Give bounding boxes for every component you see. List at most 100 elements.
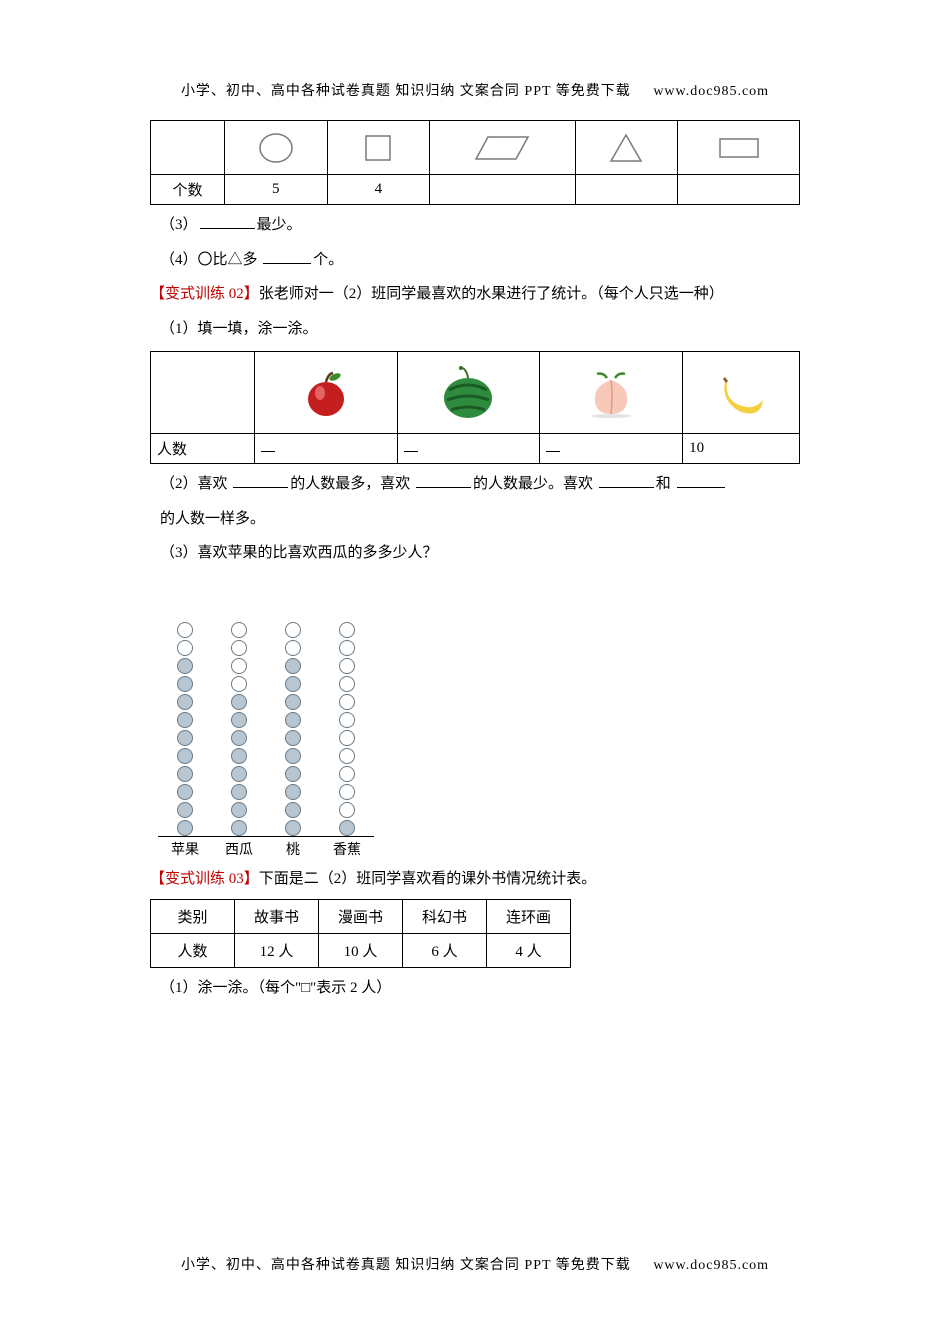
- picto-dot: [285, 730, 301, 746]
- picto-dot: [285, 640, 301, 656]
- shape-count-3: [575, 175, 678, 205]
- footer-text: 小学、初中、高中各种试卷真题 知识归纳 文案合同 PPT 等免费下载: [181, 1258, 631, 1273]
- shape-count-0: 5: [224, 175, 327, 205]
- page-footer: 小学、初中、高中各种试卷真题 知识归纳 文案合同 PPT 等免费下载 www.d…: [0, 1254, 950, 1274]
- picto-dot: [231, 766, 247, 782]
- picto-label-1: 西瓜: [212, 836, 266, 859]
- picto-dot: [231, 748, 247, 764]
- picto-dot: [285, 622, 301, 638]
- picto-dot: [285, 694, 301, 710]
- picto-dot: [177, 658, 193, 674]
- content: 个数 5 4 （3）最少。 （4）〇比△多 个。 【变式训练 02】张老师对一（…: [150, 120, 800, 1003]
- variant03-text: 下面是二（2）班同学喜欢看的课外书情况统计表。: [259, 871, 597, 887]
- q02-2-blank3[interactable]: [599, 472, 654, 489]
- picto-dot: [177, 730, 193, 746]
- picto-dot: [339, 820, 355, 836]
- q3-suffix: 最少。: [257, 217, 302, 233]
- fruit-peach-icon: [540, 352, 683, 434]
- q02-3: （3）喜欢苹果的比喜欢西瓜的多多少人？: [150, 539, 800, 568]
- book-val-3: 4 人: [487, 934, 571, 968]
- picto-dot: [285, 784, 301, 800]
- q3-line: （3） 最少。: [150, 211, 800, 240]
- picto-label-3: 香蕉: [320, 836, 374, 859]
- q02-2b: 的人数一样多。: [150, 505, 800, 534]
- fruit-value-1[interactable]: [397, 434, 540, 464]
- shape-row-label: 个数: [151, 175, 225, 205]
- q4-prefix: （4）〇比△多: [160, 252, 261, 268]
- picto-dot: [177, 622, 193, 638]
- picto-dot: [231, 712, 247, 728]
- picto-dot: [177, 712, 193, 728]
- picto-label-0: 苹果: [158, 836, 212, 859]
- picto-dot: [339, 658, 355, 674]
- picto-dot: [285, 676, 301, 692]
- shape-triangle-icon: [575, 121, 678, 175]
- picto-dot: [339, 802, 355, 818]
- footer-url: www.doc985.com: [653, 1258, 769, 1273]
- picto-dot: [177, 676, 193, 692]
- picto-dot: [339, 730, 355, 746]
- picto-dot: [231, 784, 247, 800]
- picto-dot: [285, 712, 301, 728]
- variant03-line: 【变式训练 03】下面是二（2）班同学喜欢看的课外书情况统计表。: [150, 865, 800, 894]
- book-col-3: 连环画: [487, 900, 571, 934]
- fruit-value-0[interactable]: [254, 434, 397, 464]
- q02-2-line: （2）喜欢 的人数最多，喜欢 的人数最少。喜欢 和: [150, 470, 800, 499]
- picto-dot: [177, 748, 193, 764]
- picto-dot: [339, 622, 355, 638]
- q02-2-p2: 的人数最多，喜欢: [290, 476, 414, 492]
- picto-dot: [339, 784, 355, 800]
- q3-blank[interactable]: [200, 213, 255, 230]
- picto-dot: [231, 802, 247, 818]
- q02-2-blank4[interactable]: [677, 472, 725, 489]
- q02-2-blank1[interactable]: [233, 472, 288, 489]
- fruit-table: 人数 10: [150, 351, 800, 464]
- picto-dot: [285, 766, 301, 782]
- fruit-apple-icon: [254, 352, 397, 434]
- picto-dot: [231, 676, 247, 692]
- book-header-label: 类别: [151, 900, 235, 934]
- variant02-line: 【变式训练 02】张老师对一（2）班同学最喜欢的水果进行了统计。（每个人只选一种…: [150, 280, 800, 309]
- variant02-label: 【变式训练 02】: [150, 286, 259, 302]
- variant02-text: 张老师对一（2）班同学最喜欢的水果进行了统计。（每个人只选一种）: [259, 286, 724, 302]
- picto-label-2: 桃: [266, 836, 320, 859]
- fruit-row-label: 人数: [151, 434, 255, 464]
- book-col-2: 科幻书: [403, 900, 487, 934]
- picto-dot: [177, 820, 193, 836]
- picto-dot: [339, 748, 355, 764]
- shape-square-icon: [327, 121, 430, 175]
- book-val-1: 10 人: [319, 934, 403, 968]
- picto-dot: [285, 748, 301, 764]
- header-url: www.doc985.com: [653, 84, 769, 99]
- shape-circle-icon: [224, 121, 327, 175]
- fruit-value-2[interactable]: [540, 434, 683, 464]
- picto-dot: [285, 658, 301, 674]
- book-val-0: 12 人: [235, 934, 319, 968]
- q03-1: （1）涂一涂。（每个"□"表示 2 人）: [150, 974, 800, 1003]
- q02-2-blank2[interactable]: [416, 472, 471, 489]
- picto-dot: [231, 730, 247, 746]
- page-header: 小学、初中、高中各种试卷真题 知识归纳 文案合同 PPT 等免费下载 www.d…: [150, 80, 800, 100]
- fruit-value-3: 10: [683, 434, 800, 464]
- picto-dot: [339, 676, 355, 692]
- q02-2-p4: 和: [656, 476, 675, 492]
- picto-dot: [231, 640, 247, 656]
- q02-1: （1）填一填，涂一涂。: [150, 315, 800, 344]
- q4-line: （4）〇比△多 个。: [150, 246, 800, 275]
- book-val-2: 6 人: [403, 934, 487, 968]
- picto-dot: [339, 766, 355, 782]
- picto-col-3: [322, 576, 372, 836]
- picto-dot: [177, 640, 193, 656]
- picto-dot: [177, 802, 193, 818]
- shape-table-blank-header: [151, 121, 225, 175]
- picto-col-1: [214, 576, 264, 836]
- fruit-watermelon-icon: [397, 352, 540, 434]
- picto-dot: [339, 694, 355, 710]
- picto-dot: [339, 712, 355, 728]
- shape-count-2: [430, 175, 576, 205]
- q4-blank[interactable]: [263, 247, 311, 264]
- picto-dot: [231, 658, 247, 674]
- picto-dot: [231, 820, 247, 836]
- fruit-banana-icon: [683, 352, 800, 434]
- q3-prefix: （3）: [160, 217, 198, 233]
